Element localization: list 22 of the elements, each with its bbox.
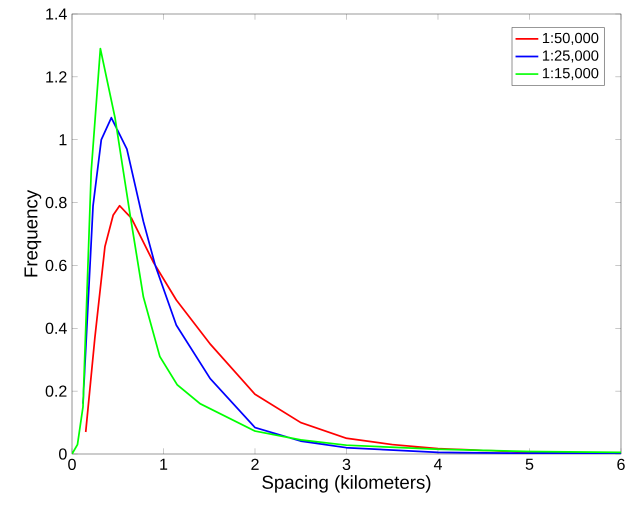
y-tick-label: 1.2: [46, 71, 66, 82]
x-tick-label: 2: [251, 458, 259, 470]
legend-label: 1:25,000: [542, 50, 598, 62]
x-axis-title: Spacing (kilometers): [262, 475, 430, 493]
legend-label: 1:50,000: [542, 32, 598, 45]
x-tick-label: 5: [526, 458, 534, 470]
y-tick-label: 0: [59, 448, 67, 460]
line-series: [82, 116, 621, 454]
line-series: [72, 48, 621, 454]
y-tick-label: 0.8: [46, 196, 67, 208]
legend-label: 1:15,000: [542, 68, 598, 80]
y-tick-label: 0.4: [46, 322, 67, 334]
y-tick-label: 0.2: [46, 385, 66, 397]
x-tick-label: 6: [617, 458, 625, 470]
y-tick-label: 1.4: [46, 8, 67, 20]
x-tick-label: 0: [68, 458, 76, 470]
x-tick-label: 1: [160, 458, 168, 470]
y-tick-label: 1: [60, 134, 67, 146]
x-tick-label: 4: [434, 458, 442, 470]
y-tick-label: 0.6: [46, 260, 67, 272]
x-tick-label: 3: [342, 458, 350, 470]
y-axis-title: Frequency: [24, 190, 42, 277]
